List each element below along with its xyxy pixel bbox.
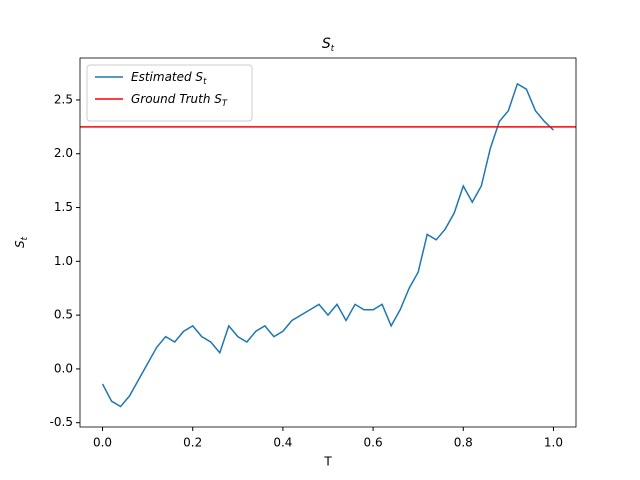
x-tick-label: 0.2 — [183, 436, 202, 450]
legend-label: Ground Truth ST — [131, 92, 228, 109]
legend-label-sub: T — [222, 99, 228, 109]
legend-label-main: Ground Truth S — [131, 92, 222, 106]
y-tick-label: 2.0 — [54, 146, 73, 160]
legend-box — [86, 64, 253, 122]
chart-title: St — [322, 36, 335, 54]
data-line — [101, 82, 554, 408]
y-tick-label: 0.0 — [54, 361, 73, 375]
legend-label: Estimated St — [131, 70, 207, 87]
x-tick-label: 0.8 — [454, 436, 473, 450]
chart-title-main: S — [322, 36, 331, 52]
legend-label-main: Estimated S — [131, 70, 203, 84]
y-tick-label: 1.5 — [54, 200, 73, 214]
x-axis-label: T — [323, 455, 332, 469]
chart-title-sub: t — [331, 44, 335, 54]
legend-label-sub: t — [203, 77, 207, 87]
x-tick-label: 1.0 — [544, 436, 563, 450]
x-tick-label: 0.6 — [364, 436, 383, 450]
y-tick-label: 1.0 — [54, 254, 73, 268]
x-tick-label: 0.4 — [273, 436, 292, 450]
y-tick-label: 2.5 — [54, 92, 73, 106]
y-axis-label-main: S — [13, 240, 27, 248]
y-tick-label: -0.5 — [50, 415, 73, 429]
y-tick-label: 0.5 — [54, 308, 73, 322]
y-axis-label-sub: t — [20, 236, 30, 240]
x-tick-label: 0.0 — [93, 436, 112, 450]
plot-frame — [79, 57, 577, 428]
y-axis-label: St — [13, 236, 30, 248]
